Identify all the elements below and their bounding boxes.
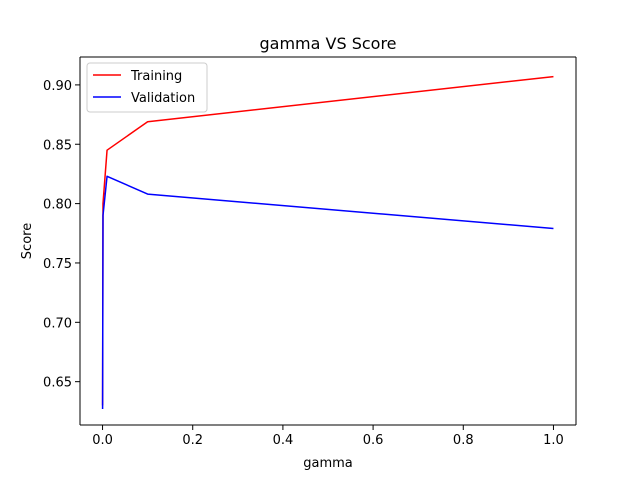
- x-tick-label: 0.0: [92, 433, 113, 448]
- x-axis-label: gamma: [303, 456, 353, 471]
- y-tick-label: 0.85: [43, 138, 72, 153]
- x-tick-label: 0.6: [363, 433, 384, 448]
- y-tick-label: 0.65: [43, 376, 72, 391]
- x-tick-label: 0.2: [182, 433, 203, 448]
- y-tick-label: 0.70: [43, 316, 72, 331]
- x-axis-ticks: 0.0 0.2 0.4 0.6 0.8 1.0: [92, 425, 564, 448]
- y-axis-label: Score: [20, 223, 35, 259]
- plot-area: [80, 57, 576, 425]
- legend: Training Validation: [86, 62, 208, 113]
- x-tick-label: 0.4: [273, 433, 294, 448]
- series-line-validation: [101, 175, 554, 409]
- y-tick-label: 0.90: [43, 79, 72, 94]
- axes-frame: [79, 56, 577, 426]
- chart-title: gamma VS Score: [259, 34, 396, 53]
- y-tick-label: 0.75: [43, 257, 72, 272]
- y-tick-label: 0.80: [43, 198, 72, 213]
- x-tick-label: 1.0: [543, 433, 564, 448]
- y-axis-ticks: 0.65 0.70 0.75 0.80 0.85 0.90: [43, 79, 80, 391]
- legend-label-training: Training: [130, 69, 182, 84]
- series-layer: [101, 75, 554, 409]
- x-tick-label: 0.8: [453, 433, 474, 448]
- legend-label-validation: Validation: [131, 91, 195, 106]
